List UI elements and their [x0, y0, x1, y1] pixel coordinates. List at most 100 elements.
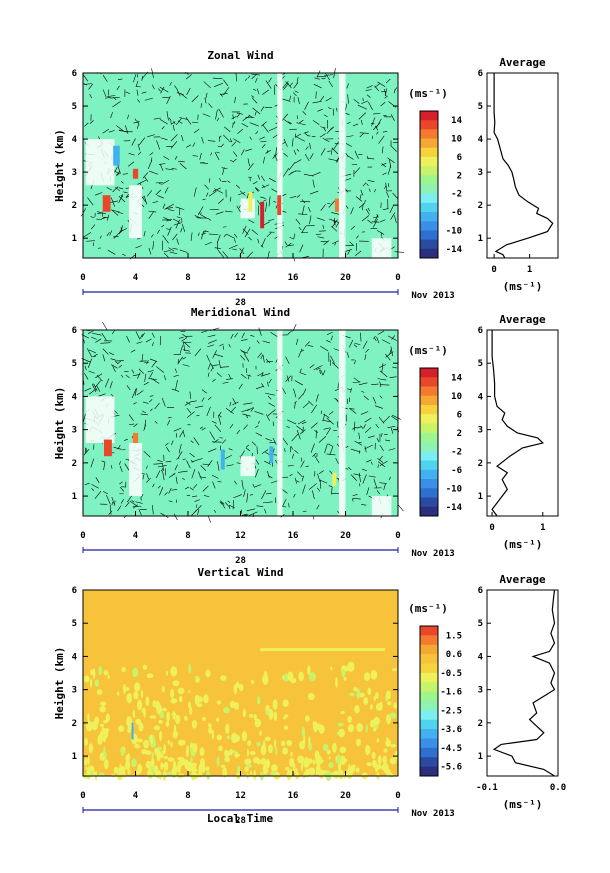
y-tick-label: 2 — [72, 459, 77, 469]
y-tick-label: 5 — [72, 619, 77, 629]
average-x-tick-label: 1 — [527, 265, 532, 275]
average-y-tick-label: 5 — [478, 102, 483, 112]
colorbar-cell — [420, 120, 438, 130]
colorbar-cell — [420, 166, 438, 176]
average-y-tick-label: 1 — [478, 752, 483, 762]
colorbar-tick-label: 14 — [451, 373, 462, 383]
average-y-tick-label: 4 — [478, 135, 484, 145]
y-axis-label: Height (km) — [53, 129, 66, 202]
panel-title: Zonal Wind — [207, 49, 273, 62]
colorbar-tick-label: 0.6 — [446, 650, 462, 660]
average-frame — [486, 589, 559, 777]
average-y-tick-label: 6 — [478, 69, 483, 79]
y-axis-label: Height (km) — [53, 647, 66, 720]
y-tick-label: 1 — [72, 492, 77, 502]
day-label: 28 — [235, 816, 246, 826]
average-y-tick-label: 6 — [478, 326, 483, 336]
x-tick-label: 4 — [133, 791, 139, 801]
colorbar-frame — [419, 110, 439, 259]
colorbar-tick-label: 10 — [451, 392, 462, 402]
x-tick-label: 0 — [80, 273, 85, 283]
average-y-tick-label: 2 — [478, 459, 483, 469]
x-tick-label: 0 — [395, 273, 400, 283]
colorbar-tick-label: 10 — [451, 135, 462, 145]
colorbar-cell — [420, 129, 438, 140]
average-profile-line — [493, 73, 554, 259]
heatmap-texture — [81, 68, 405, 262]
colorbar-unit: (ms⁻¹) — [408, 602, 448, 615]
average-unit: (ms⁻¹) — [503, 538, 543, 551]
colorbar-tick-label: 2 — [457, 429, 462, 439]
average-y-tick-label: 1 — [478, 492, 483, 502]
colorbar-cell — [420, 405, 438, 415]
colorbar-cell — [420, 479, 438, 489]
colorbar-cell — [420, 747, 438, 758]
colorbar-cell — [420, 701, 438, 711]
colorbar-cell — [420, 766, 438, 777]
colorbar-cell — [420, 239, 438, 250]
y-tick-label: 6 — [72, 586, 77, 596]
colorbar-cell — [420, 626, 438, 636]
colorbar-cell — [420, 442, 438, 452]
colorbar-cell — [420, 414, 438, 424]
colorbar-cell — [420, 175, 438, 185]
colorbar-cell — [420, 506, 438, 517]
colorbar-cell — [420, 691, 438, 702]
average-y-tick-label: 3 — [478, 168, 483, 178]
x-tick-label: 8 — [185, 531, 190, 541]
colorbar-tick-label: -3.6 — [440, 725, 462, 735]
colorbar-tick-label: 14 — [451, 116, 462, 126]
average-y-tick-label: 4 — [478, 652, 484, 662]
colorbar-tick-label: -2.5 — [440, 706, 462, 716]
average-x-tick-label: 0 — [491, 265, 496, 275]
colorbar-tick-label: -14 — [446, 245, 463, 255]
average-y-tick-label: 2 — [478, 719, 483, 729]
y-tick-label: 4 — [72, 392, 78, 402]
colorbar-cell — [420, 230, 438, 241]
heatmap-background — [83, 590, 398, 776]
average-y-tick-label: 5 — [478, 359, 483, 369]
colorbar-cell — [420, 451, 438, 461]
average-frame — [486, 72, 559, 259]
x-axis-label: Local Time — [207, 812, 274, 825]
colorbar-tick-label: 6 — [457, 410, 462, 420]
colorbar-tick-label: -5.6 — [440, 763, 462, 773]
y-tick-label: 5 — [72, 102, 77, 112]
colorbar-cell — [420, 682, 438, 693]
colorbar-cell — [420, 719, 438, 730]
date-label: Nov 2013 — [411, 291, 454, 301]
colorbar-tick-label: -10 — [446, 484, 462, 494]
x-tick-label: 16 — [288, 273, 299, 283]
x-tick-label: 0 — [80, 531, 85, 541]
average-y-tick-label: 1 — [478, 234, 483, 244]
colorbar-cell — [420, 138, 438, 149]
average-y-tick-label: 5 — [478, 619, 483, 629]
average-x-tick-label: 0.0 — [550, 783, 566, 793]
x-tick-label: 20 — [340, 791, 351, 801]
y-axis-label: Height (km) — [53, 387, 66, 460]
day-label: 28 — [235, 298, 246, 308]
colorbar-cell — [420, 654, 438, 664]
colorbar-unit: (ms⁻¹) — [408, 344, 448, 357]
y-tick-label: 6 — [72, 69, 77, 79]
y-tick-label: 3 — [72, 168, 77, 178]
colorbar-tick-label: -6 — [451, 208, 462, 218]
colorbar-tick-label: -2 — [451, 190, 462, 200]
average-frame — [486, 329, 559, 517]
colorbar-cell — [420, 184, 438, 195]
colorbar-cell — [420, 377, 438, 387]
colorbar-cell — [420, 395, 438, 406]
colorbar-cell — [420, 156, 438, 167]
colorbar-cell — [420, 432, 438, 443]
x-tick-label: 16 — [288, 791, 299, 801]
average-unit: (ms⁻¹) — [503, 280, 543, 293]
heatmap-texture — [82, 648, 399, 782]
average-title: Average — [499, 313, 546, 326]
colorbar-cell — [420, 469, 438, 480]
colorbar-tick-label: -4.5 — [440, 744, 462, 754]
colorbar-cell — [420, 202, 438, 213]
colorbar-cell — [420, 386, 438, 397]
colorbar-tick-label: -14 — [446, 503, 463, 513]
